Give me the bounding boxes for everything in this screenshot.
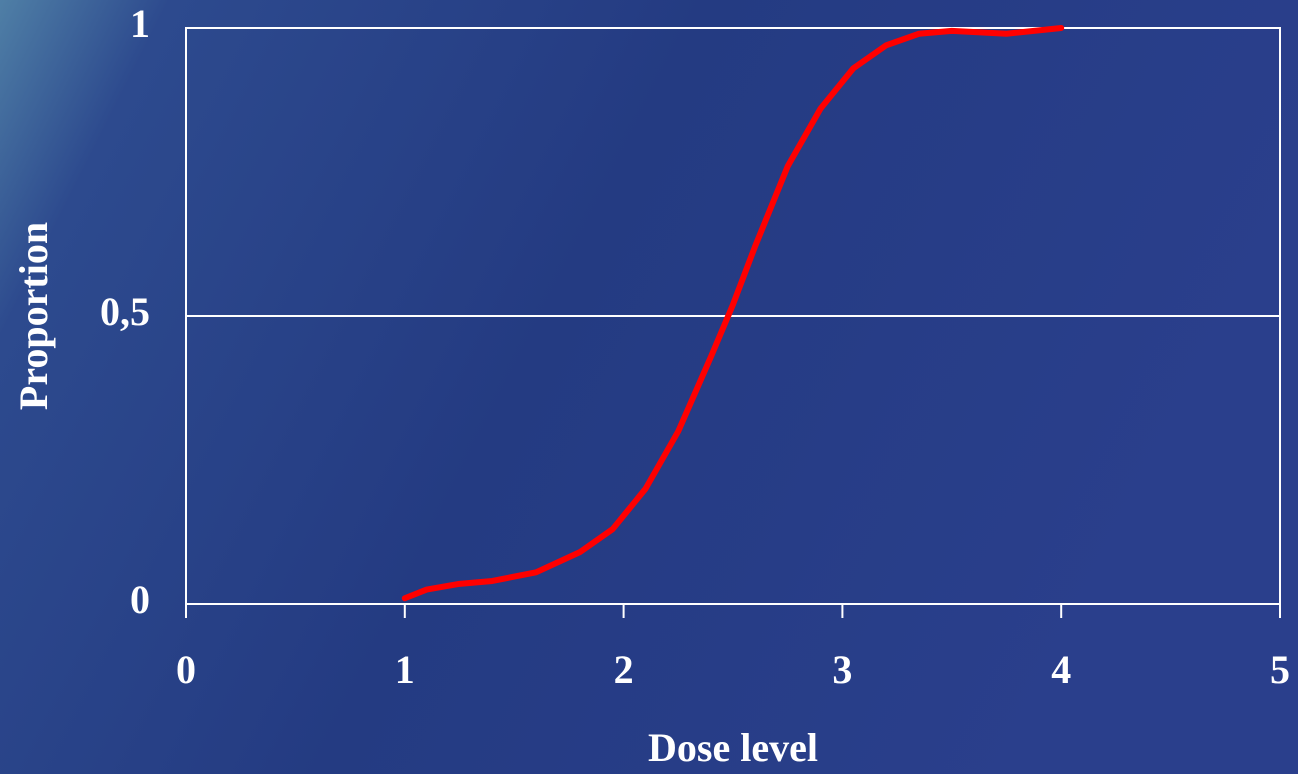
x-tick-label: 3 (832, 647, 852, 692)
x-tick-label: 1 (395, 647, 415, 692)
y-axis-label: Proportion (11, 222, 56, 410)
y-tick-label: 0,5 (100, 289, 150, 334)
x-tick-label: 2 (614, 647, 634, 692)
y-tick-label: 0 (130, 577, 150, 622)
chart: Dose level Proportion 0 0,5 1 0 1 2 3 4 5 (0, 0, 1298, 774)
x-tick-label: 4 (1051, 647, 1071, 692)
x-tick-label: 0 (176, 647, 196, 692)
x-axis-label: Dose level (648, 725, 818, 770)
x-tick-label: 5 (1270, 647, 1290, 692)
y-tick-label: 1 (130, 1, 150, 46)
